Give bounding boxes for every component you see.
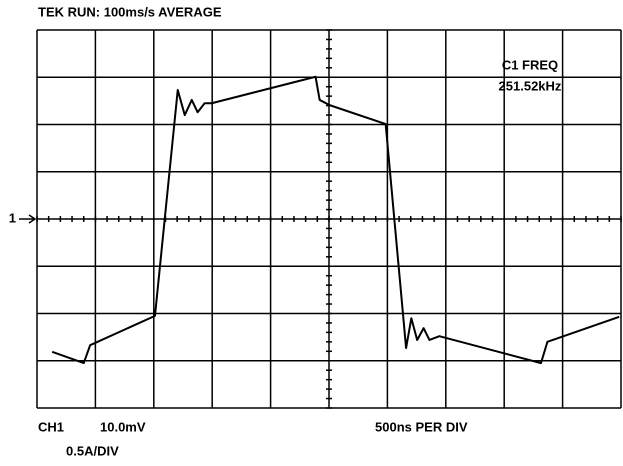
channel-marker: 1 xyxy=(9,210,16,225)
waveform xyxy=(51,75,620,365)
marker-arrow xyxy=(19,214,37,224)
title: TEK RUN: 100ms/s AVERAGE xyxy=(38,4,222,19)
channel: CH1 xyxy=(38,419,64,434)
time-per-div: 500ns PER DIV xyxy=(375,419,468,434)
amps-per-div: 0.5A/DIV xyxy=(66,443,119,458)
volts-per-div: 10.0mV xyxy=(100,419,146,434)
measure-value: 251.52kHz xyxy=(499,78,562,93)
measure-label: C1 FREQ xyxy=(502,57,558,72)
